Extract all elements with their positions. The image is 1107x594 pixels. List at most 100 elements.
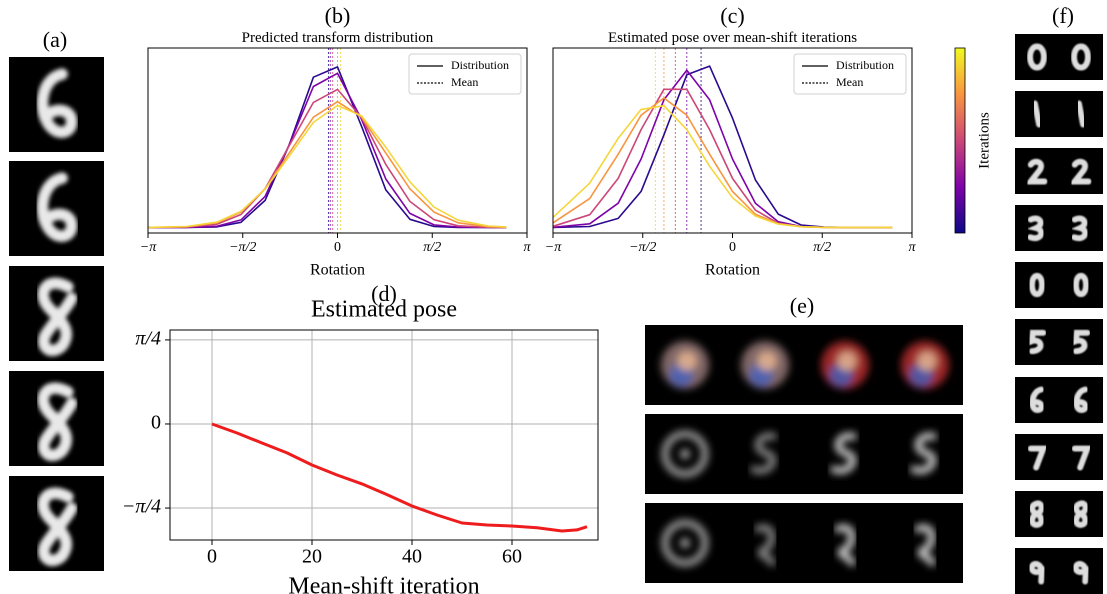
legend-label: Mean [451, 75, 478, 89]
image-content [1029, 500, 1045, 528]
image-content [36, 68, 78, 138]
image [1015, 548, 1103, 594]
image-blob [750, 432, 777, 475]
panel-label: (a) [43, 27, 67, 52]
colorbar-label: Iterations [976, 112, 992, 169]
image-content [37, 487, 78, 567]
chart-title: Estimated pose over mean-shift iteration… [608, 30, 857, 46]
x-tick-label: 60 [502, 546, 522, 568]
image-content [1072, 329, 1091, 355]
image-content [661, 430, 709, 478]
axes-frame [169, 329, 599, 541]
image-content [1031, 100, 1043, 128]
image-content [1075, 100, 1087, 128]
image-content [1073, 386, 1089, 414]
image-content [830, 432, 857, 475]
colorbar [954, 47, 966, 234]
image-content [821, 341, 869, 389]
chart-title: Predicted transform distribution [242, 30, 434, 46]
image-panels [9, 34, 1103, 594]
image-content [741, 341, 789, 389]
image-content [37, 382, 78, 462]
image-blob [914, 524, 936, 567]
panel-label: (c) [720, 3, 744, 28]
y-tick-label: −π/4 [122, 496, 161, 518]
image [1015, 491, 1103, 537]
image-blob [830, 432, 857, 475]
series-line [148, 88, 507, 229]
image-content [910, 432, 937, 475]
image-content [1027, 445, 1048, 471]
image [1015, 262, 1103, 308]
chart-title: Estimated pose [311, 297, 457, 323]
series-line [148, 100, 507, 229]
panel-label: (e) [790, 293, 814, 318]
image-blob [680, 538, 690, 548]
x-axis-label: Mean-shift iteration [288, 574, 479, 594]
image-content [1071, 215, 1089, 242]
image-content [661, 519, 709, 567]
x-axis-label: Rotation [310, 262, 365, 279]
image-content [1029, 272, 1045, 298]
legend-label: Distribution [451, 58, 509, 72]
image-blob [677, 351, 697, 371]
y-tick-label: π/4 [135, 328, 161, 350]
x-tick-label: 40 [402, 546, 422, 568]
series-line [211, 422, 588, 533]
x-tick-label: π/2 [813, 240, 831, 255]
x-tick-label: 0 [334, 240, 341, 255]
image [645, 503, 963, 583]
image-blob [917, 351, 937, 371]
image-blob [757, 351, 777, 371]
image-blob [661, 519, 709, 567]
image-content [1027, 43, 1047, 71]
x-tick-label: −π [140, 240, 157, 255]
image-blob [834, 524, 856, 567]
image-content [1068, 158, 1092, 185]
panel-label: (f) [1052, 3, 1074, 28]
image [1015, 205, 1103, 251]
image-content [1073, 272, 1089, 298]
image [1015, 319, 1103, 365]
image-content [834, 524, 856, 567]
image-content [1071, 445, 1092, 471]
legend-label: Mean [836, 75, 863, 89]
image-content [901, 341, 949, 389]
series-line [552, 88, 893, 229]
image-content [37, 277, 78, 357]
series-line [552, 97, 893, 229]
image-content [1072, 560, 1089, 585]
legend-box [408, 53, 522, 95]
image-content [36, 172, 78, 242]
axes-frame [552, 47, 913, 234]
x-axis-label: Rotation [705, 262, 760, 279]
image-content [1024, 158, 1048, 185]
series-line [148, 72, 507, 229]
panel-label: (d) [371, 281, 397, 306]
image-content [1028, 329, 1047, 355]
panel-label: (b) [325, 3, 351, 28]
legend-box [793, 53, 907, 95]
y-tick-label: 0 [151, 412, 161, 434]
x-tick-label: π [908, 240, 916, 255]
image-content [1073, 500, 1089, 528]
image-content [914, 524, 936, 567]
x-tick-label: −π/2 [629, 240, 656, 255]
image [1015, 377, 1103, 423]
x-tick-label: π/2 [423, 240, 441, 255]
image [1015, 434, 1103, 480]
x-tick-label: −π [545, 240, 562, 255]
series-line [148, 104, 507, 229]
image [645, 414, 963, 494]
series-line [552, 104, 893, 229]
image-blob [910, 432, 937, 475]
image-blob [661, 430, 709, 478]
image-blob [754, 524, 776, 567]
image-content [750, 432, 777, 475]
image-blob [680, 449, 690, 459]
x-tick-label: −π/2 [229, 240, 256, 255]
x-tick-label: 20 [302, 546, 322, 568]
image-content [1028, 560, 1045, 585]
image-blob [837, 351, 857, 371]
